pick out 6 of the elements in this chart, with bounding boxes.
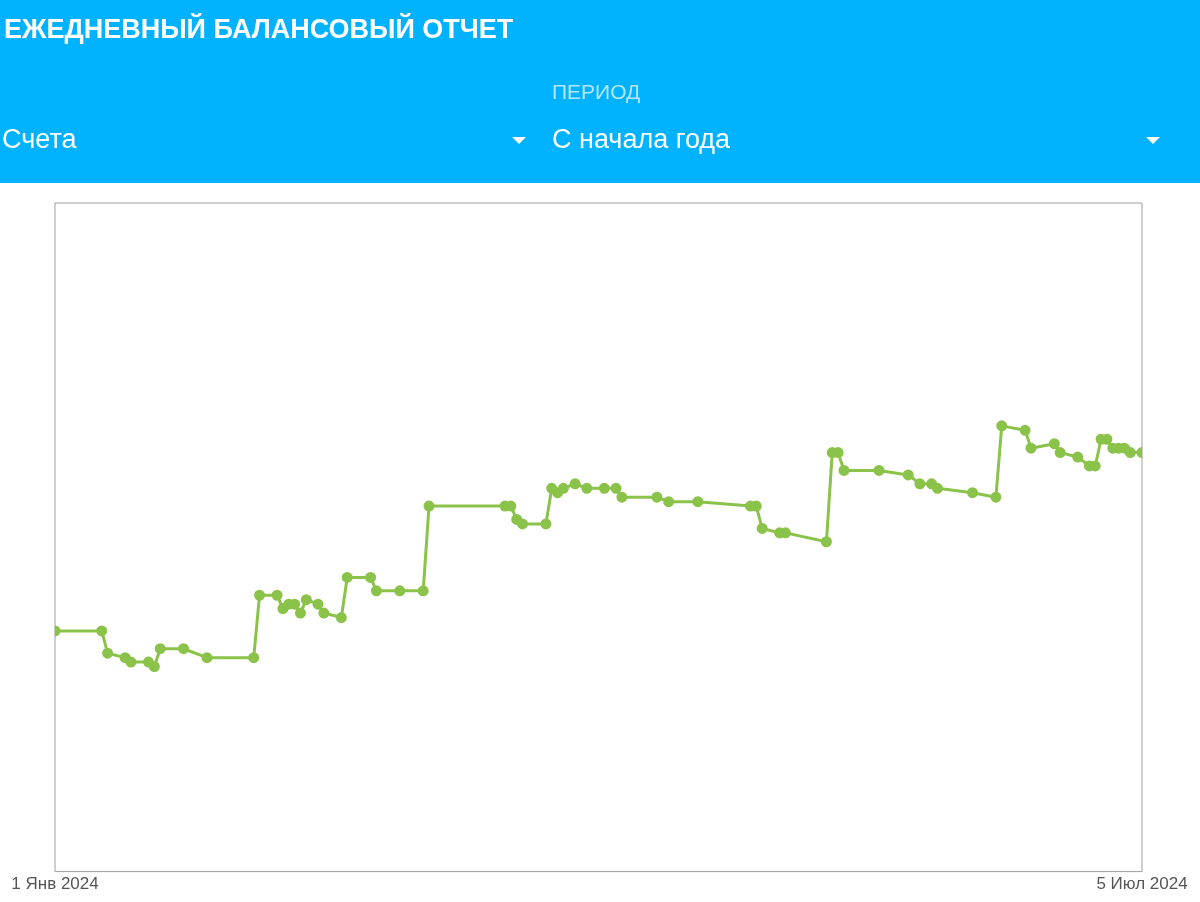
x-tick-label: 5 Июл 2024 [1096, 874, 1188, 894]
x-tick-label: 1 Янв 2024 [11, 874, 99, 894]
chart-title: ЕЖЕДНЕВНЫЙ БАЛАНСОВЫЙ ОТЧЕТ [4, 14, 514, 45]
text: ПЕРИОД [552, 80, 641, 104]
text: С начала года [552, 124, 731, 155]
text: Счета [2, 124, 77, 155]
